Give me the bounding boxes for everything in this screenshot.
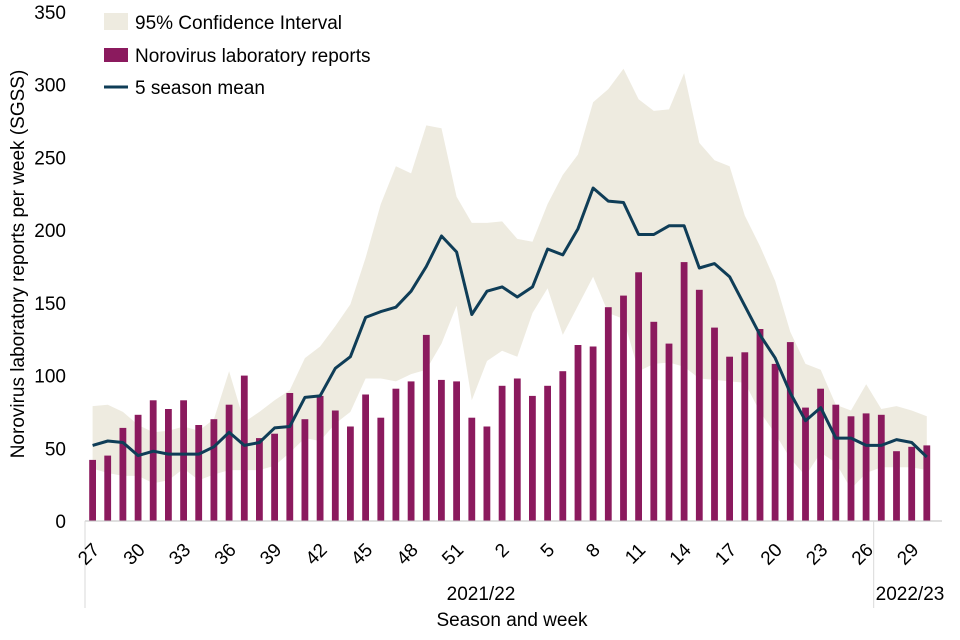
confidence-band-layer xyxy=(92,68,927,489)
report-bar xyxy=(817,388,824,521)
x-tick-label: 2 xyxy=(491,540,513,562)
y-tick-label: 300 xyxy=(34,76,66,97)
report-bar xyxy=(468,417,476,521)
report-bar xyxy=(756,329,764,521)
report-bar xyxy=(635,272,642,521)
report-bar xyxy=(574,345,582,521)
legend-label: 5 season mean xyxy=(135,78,265,99)
report-bar xyxy=(407,381,415,521)
report-bar xyxy=(529,395,536,521)
report-bar xyxy=(301,419,309,521)
x-tick-label: 8 xyxy=(582,540,604,562)
report-bar xyxy=(134,414,142,521)
report-bar xyxy=(544,385,551,521)
y-axis-title: Norovirus laboratory reports per week (S… xyxy=(8,70,29,459)
report-bar xyxy=(377,417,385,521)
report-bar xyxy=(923,445,931,521)
report-bar xyxy=(240,375,248,521)
report-bar xyxy=(680,262,688,521)
bar-layer xyxy=(89,262,931,521)
x-tick-label: 20 xyxy=(757,540,787,570)
report-bar xyxy=(786,342,794,521)
report-bar xyxy=(89,459,96,521)
report-bar xyxy=(483,426,491,521)
x-tick-label: 42 xyxy=(302,540,332,570)
x-tick-label: 27 xyxy=(74,540,104,570)
x-tick-label: 5 xyxy=(537,540,559,562)
report-bar xyxy=(498,385,506,521)
legend-swatch-band xyxy=(104,13,128,30)
report-bar xyxy=(225,404,233,521)
report-bar xyxy=(438,379,445,521)
report-bar xyxy=(347,426,354,521)
x-tick-label: 33 xyxy=(165,540,195,570)
y-tick-label: 50 xyxy=(45,439,66,460)
report-bar xyxy=(104,455,112,521)
x-tick-label: 39 xyxy=(256,540,286,570)
report-bar xyxy=(165,409,172,521)
report-bar xyxy=(316,395,324,521)
x-tick-label: 45 xyxy=(347,540,377,570)
report-bar xyxy=(392,388,400,521)
report-bar xyxy=(210,419,218,521)
legend-swatch-bar xyxy=(104,48,128,62)
x-tick-label: 30 xyxy=(120,540,150,570)
x-axis-title: Season and week xyxy=(436,610,588,631)
x-tick-label: 23 xyxy=(802,540,832,570)
confidence-interval-band xyxy=(92,68,927,489)
report-bar xyxy=(422,334,430,521)
report-bar xyxy=(604,307,612,521)
report-bar xyxy=(362,394,369,521)
report-bar xyxy=(726,356,733,521)
x-tick-label: 51 xyxy=(438,540,468,570)
report-bar xyxy=(650,321,658,521)
report-bar xyxy=(559,371,567,521)
report-bar xyxy=(195,425,203,521)
legend-label: 95% Confidence Interval xyxy=(135,13,342,34)
five-season-mean-line xyxy=(92,186,928,459)
report-bar xyxy=(271,433,278,521)
y-tick-label: 100 xyxy=(34,367,66,388)
season-label: 2021/22 xyxy=(447,584,516,605)
report-bar xyxy=(862,413,870,521)
report-bar xyxy=(877,414,885,521)
report-bar xyxy=(453,381,460,521)
y-tick-label: 150 xyxy=(34,294,66,315)
x-tick-label: 17 xyxy=(711,540,741,570)
report-bar xyxy=(847,416,855,521)
report-bar xyxy=(802,407,809,521)
report-bar xyxy=(695,289,703,521)
report-bar xyxy=(893,451,900,521)
x-tick-label: 29 xyxy=(893,540,923,570)
report-bar xyxy=(711,327,718,521)
report-bar xyxy=(180,400,187,521)
report-bar xyxy=(331,410,339,521)
x-tick-label: 48 xyxy=(393,540,423,570)
report-bar xyxy=(665,343,673,521)
report-bar xyxy=(620,295,627,521)
report-bar xyxy=(286,393,294,521)
report-bar xyxy=(908,446,916,521)
legend: 95% Confidence Interval Norovirus laborat… xyxy=(104,13,370,99)
y-tick-label: 200 xyxy=(34,221,66,242)
y-tick-label: 350 xyxy=(34,3,66,24)
report-bar xyxy=(256,438,263,521)
report-bar xyxy=(589,346,597,521)
report-bar xyxy=(741,352,749,521)
report-bar xyxy=(771,363,779,521)
report-bar xyxy=(832,404,840,521)
x-tick-label: 36 xyxy=(211,540,241,570)
x-tick-label: 14 xyxy=(666,539,696,569)
mean-line-layer xyxy=(92,186,928,459)
x-tick-label: 11 xyxy=(621,540,650,569)
season-label: 2022/23 xyxy=(876,584,945,605)
y-tick-label: 250 xyxy=(34,148,66,169)
legend-label: Norovirus laboratory reports xyxy=(135,46,370,67)
report-bar xyxy=(119,427,127,521)
report-bar xyxy=(149,400,157,521)
y-tick-label: 0 xyxy=(55,512,66,533)
report-bar xyxy=(513,378,521,521)
